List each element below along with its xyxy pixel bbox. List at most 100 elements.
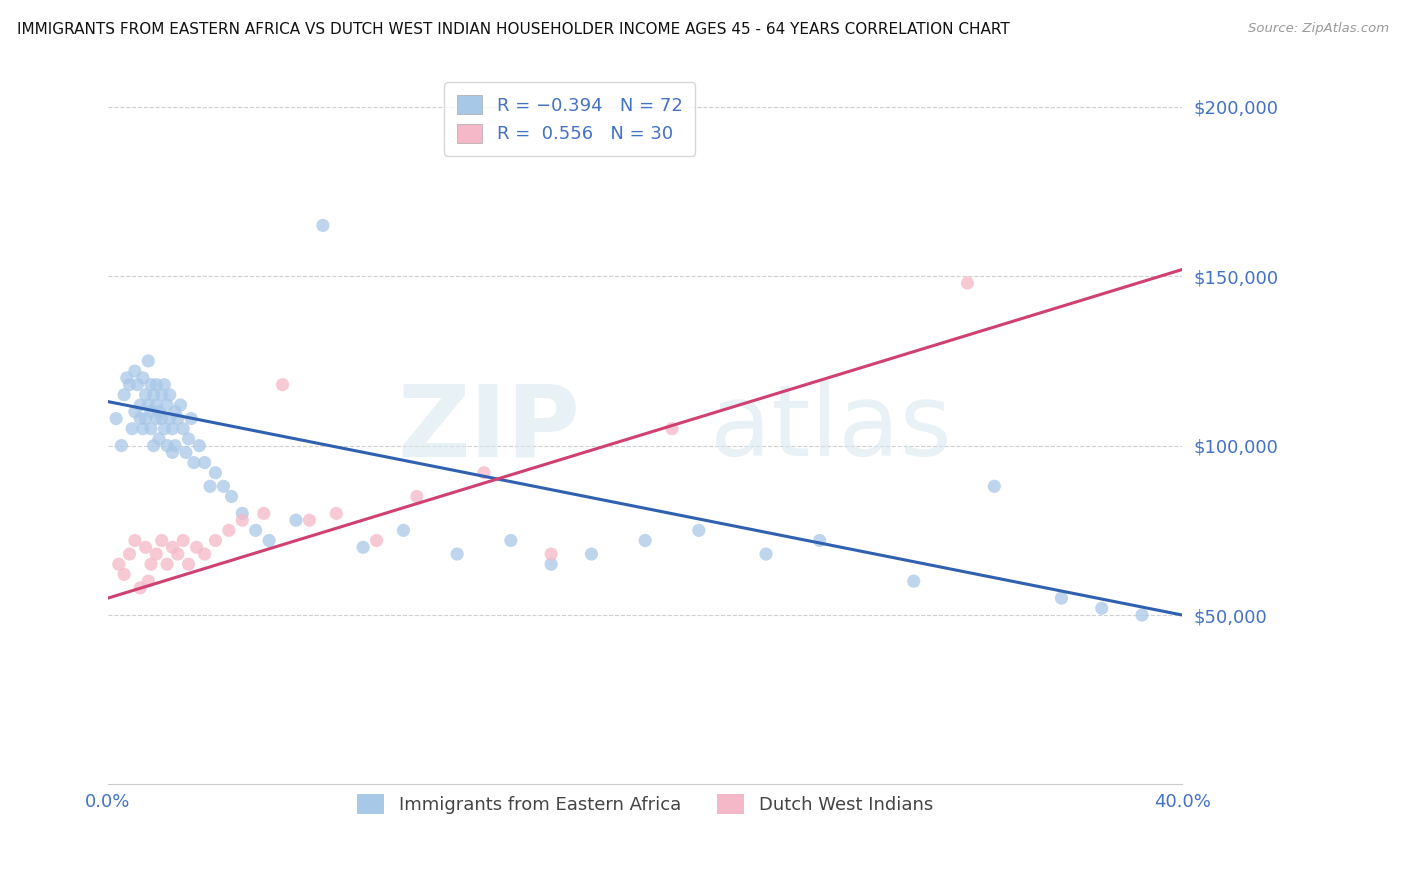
Point <box>188 439 211 453</box>
Point <box>145 398 167 412</box>
Point <box>808 533 831 548</box>
Point <box>472 466 495 480</box>
Point <box>150 533 173 548</box>
Point <box>159 411 181 425</box>
Point <box>148 432 170 446</box>
Point <box>153 422 176 436</box>
Point <box>153 377 176 392</box>
Point <box>115 371 138 385</box>
Point <box>139 422 162 436</box>
Point <box>139 405 162 419</box>
Point <box>162 541 184 555</box>
Point <box>145 377 167 392</box>
Point <box>135 411 157 425</box>
Point <box>688 524 710 538</box>
Point <box>446 547 468 561</box>
Point <box>204 533 226 548</box>
Point <box>169 398 191 412</box>
Point <box>124 364 146 378</box>
Point <box>107 558 129 572</box>
Point <box>139 377 162 392</box>
Point <box>136 354 159 368</box>
Point <box>166 411 188 425</box>
Text: atlas: atlas <box>710 380 952 477</box>
Point <box>956 276 979 290</box>
Point <box>392 524 415 538</box>
Point <box>271 377 294 392</box>
Point <box>231 507 253 521</box>
Point <box>661 422 683 436</box>
Point <box>1130 608 1153 623</box>
Point <box>132 422 155 436</box>
Point <box>165 405 187 419</box>
Point <box>499 533 522 548</box>
Point <box>218 524 240 538</box>
Text: ZIP: ZIP <box>398 380 581 477</box>
Point <box>142 388 165 402</box>
Point <box>194 547 217 561</box>
Point <box>325 507 347 521</box>
Point <box>150 411 173 425</box>
Point <box>180 411 202 425</box>
Point <box>142 439 165 453</box>
Point <box>112 567 135 582</box>
Point <box>145 547 167 561</box>
Point <box>110 439 132 453</box>
Point <box>162 445 184 459</box>
Point <box>903 574 925 589</box>
Point <box>1091 601 1114 615</box>
Point <box>148 405 170 419</box>
Point <box>634 533 657 548</box>
Text: IMMIGRANTS FROM EASTERN AFRICA VS DUTCH WEST INDIAN HOUSEHOLDER INCOME AGES 45 -: IMMIGRANTS FROM EASTERN AFRICA VS DUTCH … <box>17 22 1010 37</box>
Point <box>405 490 427 504</box>
Point <box>198 479 221 493</box>
Point <box>156 558 179 572</box>
Point <box>165 439 187 453</box>
Point <box>1050 591 1073 606</box>
Point <box>204 466 226 480</box>
Point <box>112 388 135 402</box>
Point <box>129 411 152 425</box>
Point <box>755 547 778 561</box>
Legend: Immigrants from Eastern Africa, Dutch West Indians: Immigrants from Eastern Africa, Dutch We… <box>346 784 943 825</box>
Point <box>983 479 1005 493</box>
Point <box>150 388 173 402</box>
Point <box>285 513 308 527</box>
Point <box>183 456 205 470</box>
Point <box>172 422 194 436</box>
Point <box>231 513 253 527</box>
Point <box>124 405 146 419</box>
Point <box>162 422 184 436</box>
Point <box>257 533 280 548</box>
Point <box>156 398 179 412</box>
Point <box>366 533 388 548</box>
Point <box>105 411 128 425</box>
Point <box>136 574 159 589</box>
Point <box>540 558 562 572</box>
Point <box>136 398 159 412</box>
Point <box>121 422 143 436</box>
Point <box>177 432 200 446</box>
Point <box>129 581 152 595</box>
Point <box>186 541 208 555</box>
Point <box>540 547 562 561</box>
Point <box>118 377 141 392</box>
Point <box>177 558 200 572</box>
Point <box>253 507 276 521</box>
Point <box>298 513 321 527</box>
Point <box>312 219 335 233</box>
Point <box>135 541 157 555</box>
Point <box>127 377 149 392</box>
Point <box>212 479 235 493</box>
Point <box>129 398 152 412</box>
Point <box>194 456 217 470</box>
Point <box>124 533 146 548</box>
Point <box>135 388 157 402</box>
Point <box>159 388 181 402</box>
Point <box>352 541 374 555</box>
Point <box>172 533 194 548</box>
Point <box>174 445 197 459</box>
Point <box>166 547 188 561</box>
Point <box>118 547 141 561</box>
Point <box>139 558 162 572</box>
